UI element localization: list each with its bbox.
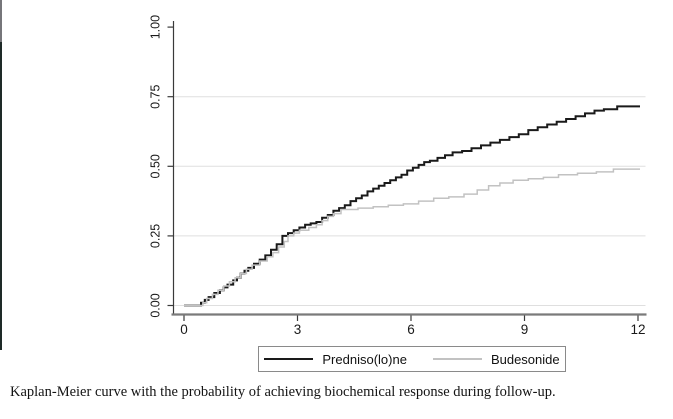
kaplan-meier-plot-canvas: 0.00 0.25 0.50 0.75 1.00 0 3 6 9 12 — [148, 15, 647, 337]
budesonide-line-sample — [432, 358, 482, 360]
prednisolone-line-sample — [264, 358, 314, 360]
y-tick-label: 0.50 — [148, 154, 162, 178]
x-tick-label: 6 — [407, 322, 415, 337]
y-tick-label: 0.00 — [148, 293, 162, 317]
y-tick-label: 0.25 — [148, 224, 162, 248]
legend-label-budesonide: Budesonide — [490, 351, 560, 367]
x-tick-label: 9 — [521, 322, 529, 337]
legend-label-prednisolone: Predniso(lo)ne — [322, 351, 407, 367]
y-tick-label: 1.00 — [148, 15, 162, 39]
x-tick-label: 12 — [630, 322, 645, 337]
figure-caption: Kaplan-Meier curve with the probability … — [10, 384, 556, 400]
screen-edge-artifact-bottom — [0, 42, 2, 350]
screen-edge-artifact-top — [0, 0, 2, 42]
kaplan-meier-chart: 0.00 0.25 0.50 0.75 1.00 0 3 6 9 12 — [148, 15, 647, 337]
x-tick-label: 3 — [294, 322, 302, 337]
legend: Predniso(lo)ne Budesonide — [258, 346, 566, 372]
y-tick-label: 0.75 — [148, 84, 162, 108]
curve-budesonide — [184, 168, 640, 307]
curve-predniso-lo-ne — [184, 105, 640, 307]
x-tick-label: 0 — [180, 322, 188, 337]
